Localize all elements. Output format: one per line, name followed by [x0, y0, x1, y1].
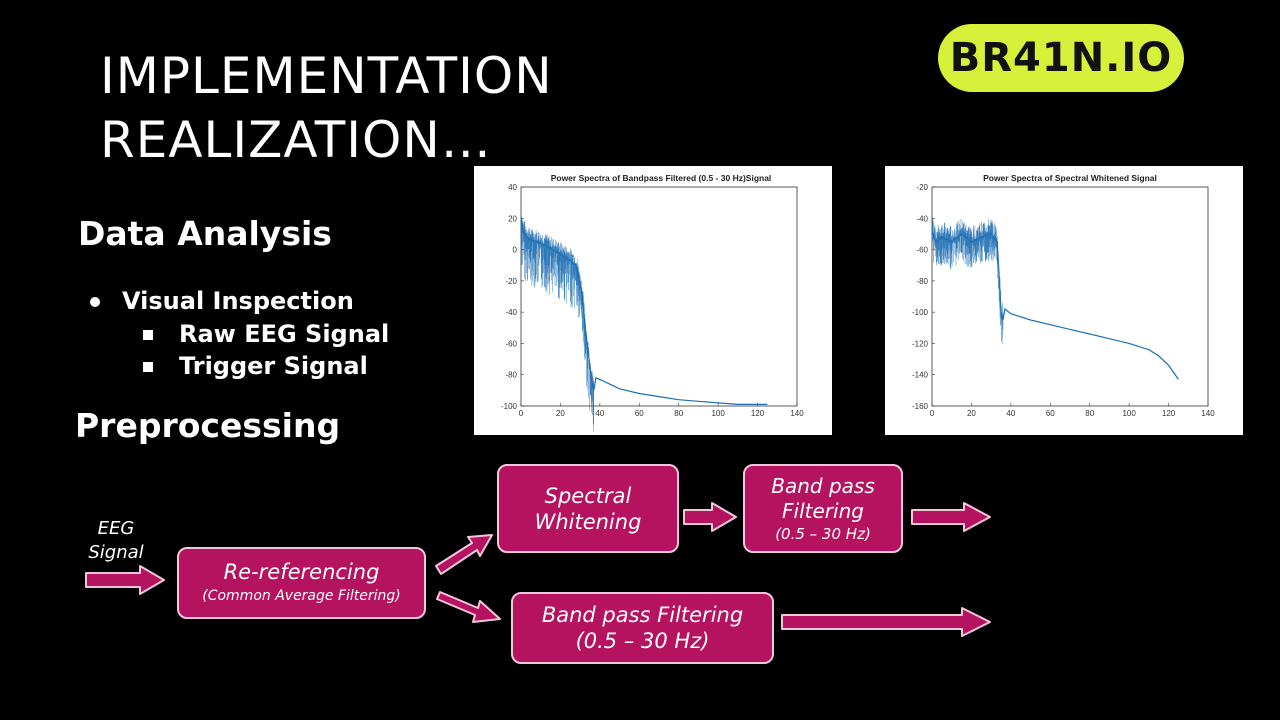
- y-tick-label: 40: [508, 183, 517, 192]
- bandpass-bottom-line2: (0.5 – 30 Hz): [575, 629, 710, 653]
- eeg-signal-line1: EEG: [97, 518, 135, 539]
- bandpass-bottom-box: Band pass Filtering (0.5 – 30 Hz): [511, 592, 774, 664]
- eeg-signal-line2: Signal: [88, 542, 144, 563]
- y-tick-label: -20: [505, 277, 517, 286]
- y-tick-label: -80: [505, 371, 517, 380]
- chart-whitened-svg: Power Spectra of Spectral Whitened Signa…: [912, 173, 1215, 418]
- plot-frame: [931, 186, 1209, 407]
- x-tick-label: 20: [967, 409, 976, 418]
- y-tick-label: -140: [912, 371, 929, 380]
- x-tick-label: 40: [595, 409, 604, 418]
- x-tick-label: 140: [1201, 409, 1215, 418]
- bullet-dot-icon: [90, 297, 100, 307]
- arrow-down-right-icon: [436, 591, 501, 623]
- x-tick-label: 80: [1085, 409, 1094, 418]
- bandpass-bottom-line1: Band pass Filtering: [541, 603, 744, 627]
- arrow-bottom-out-icon: [781, 607, 991, 637]
- arrow-bandpass-out-icon: [911, 502, 991, 532]
- y-tick-label: 20: [508, 214, 517, 223]
- preprocessing-heading: Preprocessing: [75, 406, 341, 445]
- sub-bullet-raw-eeg-label: Raw EEG Signal: [179, 320, 390, 348]
- y-tick-label: -40: [505, 308, 517, 317]
- bullet-visual-inspection: Visual Inspection: [90, 287, 354, 315]
- x-tick-label: 120: [751, 409, 765, 418]
- slide-title-line1: IMPLEMENTATION: [100, 47, 553, 105]
- bandpass-top-line1: Band pass: [771, 473, 875, 498]
- br41n-logo: BR41N.IO: [938, 24, 1184, 92]
- data-analysis-heading: Data Analysis: [78, 214, 332, 253]
- rereferencing-box: Re-referencing (Common Average Filtering…: [177, 547, 426, 619]
- chart-whitened-spectra: Power Spectra of Spectral Whitened Signa…: [885, 166, 1243, 435]
- x-tick-label: 20: [556, 409, 565, 418]
- y-tick-label: -20: [916, 183, 928, 192]
- x-tick-label: 80: [674, 409, 683, 418]
- y-tick-label: -40: [916, 214, 928, 223]
- arrow-input-icon: [85, 565, 165, 595]
- series-noise: [931, 218, 1004, 344]
- y-tick-label: -120: [912, 339, 929, 348]
- eeg-signal-label: EEG Signal: [80, 517, 152, 565]
- x-tick-label: 120: [1162, 409, 1176, 418]
- spectral-whitening-line2: Whitening: [534, 509, 642, 534]
- y-tick-label: -60: [505, 339, 517, 348]
- y-tick-label: -80: [916, 277, 928, 286]
- bandpass-top-line2: Filtering: [782, 498, 864, 523]
- spectral-whitening-line1: Spectral: [544, 483, 632, 508]
- x-tick-label: 60: [635, 409, 644, 418]
- chart-bandpass-svg: Power Spectra of Bandpass Filtered (0.5 …: [501, 173, 804, 432]
- x-tick-label: 140: [790, 409, 804, 418]
- y-tick-label: 0: [513, 246, 518, 255]
- chart-bandpass-title: Power Spectra of Bandpass Filtered (0.5 …: [551, 173, 772, 183]
- sub-bullet-trigger: Trigger Signal: [143, 352, 368, 380]
- arrow-up-right-icon: [435, 534, 493, 575]
- spectral-whitening-box: Spectral Whitening: [497, 464, 679, 553]
- y-tick-label: -100: [501, 402, 518, 411]
- x-tick-label: 100: [711, 409, 725, 418]
- y-tick-label: -60: [916, 246, 928, 255]
- x-tick-label: 0: [930, 409, 935, 418]
- slide-title: IMPLEMENTATION REALIZATION…: [100, 44, 553, 172]
- bullet-visual-inspection-label: Visual Inspection: [122, 287, 354, 315]
- x-tick-label: 40: [1006, 409, 1015, 418]
- square-bullet-icon: [143, 362, 153, 372]
- x-tick-label: 100: [1122, 409, 1136, 418]
- sub-bullet-trigger-label: Trigger Signal: [179, 352, 368, 380]
- y-tick-label: -100: [912, 308, 929, 317]
- bandpass-top-box: Band pass Filtering (0.5 – 30 Hz): [743, 464, 903, 553]
- arrow-whitening-to-bandpass-icon: [683, 502, 737, 532]
- x-tick-label: 60: [1046, 409, 1055, 418]
- series-noise: [520, 212, 594, 432]
- rereferencing-label: Re-referencing: [223, 560, 380, 584]
- bandpass-top-line3: (0.5 – 30 Hz): [775, 524, 871, 543]
- y-tick-label: -160: [912, 402, 929, 411]
- rereferencing-sublabel: (Common Average Filtering): [202, 588, 401, 604]
- plot-frame: [520, 186, 798, 407]
- x-tick-label: 0: [519, 409, 524, 418]
- square-bullet-icon: [143, 330, 153, 340]
- slide-title-line2: REALIZATION…: [100, 111, 492, 169]
- sub-bullet-raw-eeg: Raw EEG Signal: [143, 320, 389, 348]
- chart-whitened-title: Power Spectra of Spectral Whitened Signa…: [983, 173, 1157, 183]
- chart-bandpass-spectra: Power Spectra of Bandpass Filtered (0.5 …: [474, 166, 832, 435]
